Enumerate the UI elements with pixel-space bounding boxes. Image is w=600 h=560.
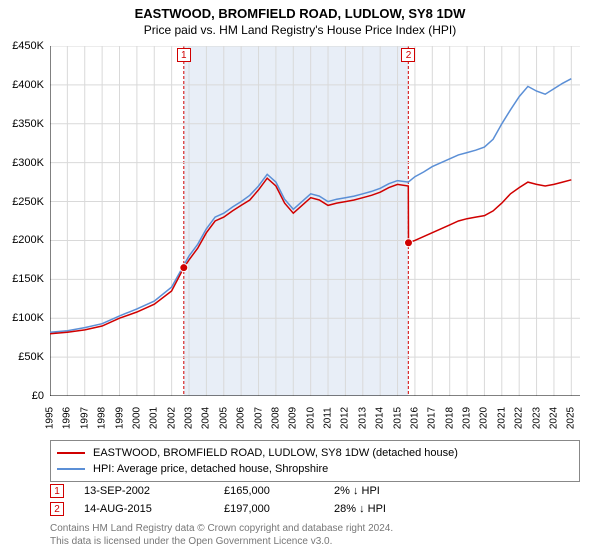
x-tick-label: 2015 <box>392 407 403 429</box>
x-tick-label: 2001 <box>149 407 160 429</box>
x-tick-label: 2018 <box>444 407 455 429</box>
x-tick-label: 2014 <box>375 407 386 429</box>
x-tick-label: 2003 <box>184 407 195 429</box>
x-tick-label: 2013 <box>357 407 368 429</box>
title-block: EASTWOOD, BROMFIELD ROAD, LUDLOW, SY8 1D… <box>0 0 600 37</box>
title-main: EASTWOOD, BROMFIELD ROAD, LUDLOW, SY8 1D… <box>0 6 600 21</box>
sale-row-delta: 2% ↓ HPI <box>334 485 454 497</box>
sale-row-date: 14-AUG-2015 <box>84 503 224 515</box>
legend-swatch <box>57 468 85 470</box>
x-tick-label: 2009 <box>288 407 299 429</box>
x-tick-label: 2005 <box>218 407 229 429</box>
x-tick-label: 2017 <box>427 407 438 429</box>
footer-line1: Contains HM Land Registry data © Crown c… <box>50 522 393 535</box>
legend-item: HPI: Average price, detached house, Shro… <box>57 461 573 477</box>
sale-row-date: 13-SEP-2002 <box>84 485 224 497</box>
x-tick-label: 2000 <box>131 407 142 429</box>
sale-row-badge: 1 <box>50 484 64 498</box>
y-tick-label: £300K <box>12 157 44 169</box>
y-tick-label: £150K <box>12 273 44 285</box>
x-tick-label: 1998 <box>97 407 108 429</box>
x-tick-label: 2025 <box>566 407 577 429</box>
footer: Contains HM Land Registry data © Crown c… <box>50 522 393 548</box>
x-tick-label: 2012 <box>340 407 351 429</box>
x-tick-label: 2002 <box>166 407 177 429</box>
legend-item: EASTWOOD, BROMFIELD ROAD, LUDLOW, SY8 1D… <box>57 445 573 461</box>
legend-label: EASTWOOD, BROMFIELD ROAD, LUDLOW, SY8 1D… <box>93 447 458 459</box>
sale-row: 2 14-AUG-2015£197,00028% ↓ HPI <box>50 500 580 518</box>
sales-table: 1 13-SEP-2002£165,0002% ↓ HPI 2 14-AUG-2015… <box>50 482 580 518</box>
x-tick-label: 1996 <box>62 407 73 429</box>
sale-row-delta: 28% ↓ HPI <box>334 503 454 515</box>
legend: EASTWOOD, BROMFIELD ROAD, LUDLOW, SY8 1D… <box>50 440 580 482</box>
sale-marker-badge: 1 <box>177 48 191 62</box>
x-tick-label: 1999 <box>114 407 125 429</box>
footer-line2: This data is licensed under the Open Gov… <box>50 535 393 548</box>
x-tick-label: 2021 <box>496 407 507 429</box>
x-tick-label: 2010 <box>305 407 316 429</box>
legend-label: HPI: Average price, detached house, Shro… <box>93 463 328 475</box>
legend-swatch <box>57 452 85 454</box>
x-tick-label: 2020 <box>479 407 490 429</box>
sale-row-price: £197,000 <box>224 503 334 515</box>
sale-row-price: £165,000 <box>224 485 334 497</box>
y-tick-label: £450K <box>12 40 44 52</box>
sale-row: 1 13-SEP-2002£165,0002% ↓ HPI <box>50 482 580 500</box>
x-axis: 1995199619971998199920002001200220032004… <box>50 400 580 440</box>
x-tick-label: 2007 <box>253 407 264 429</box>
x-tick-label: 1995 <box>45 407 56 429</box>
x-tick-label: 2019 <box>462 407 473 429</box>
x-tick-label: 1997 <box>79 407 90 429</box>
y-tick-label: £250K <box>12 196 44 208</box>
x-tick-label: 2024 <box>548 407 559 429</box>
chart-container: EASTWOOD, BROMFIELD ROAD, LUDLOW, SY8 1D… <box>0 0 600 560</box>
x-tick-label: 2011 <box>323 407 334 429</box>
sale-row-badge: 2 <box>50 502 64 516</box>
y-tick-label: £0 <box>32 390 44 402</box>
x-tick-label: 2016 <box>409 407 420 429</box>
plot-svg <box>50 46 580 396</box>
x-tick-label: 2008 <box>270 407 281 429</box>
x-tick-label: 2004 <box>201 407 212 429</box>
y-tick-label: £200K <box>12 234 44 246</box>
x-tick-label: 2022 <box>514 407 525 429</box>
title-sub: Price paid vs. HM Land Registry's House … <box>0 23 600 37</box>
sale-marker-badge: 2 <box>401 48 415 62</box>
y-axis: £0£50K£100K£150K£200K£250K£300K£350K£400… <box>0 46 48 396</box>
y-tick-label: £50K <box>18 351 44 363</box>
y-tick-label: £100K <box>12 312 44 324</box>
y-tick-label: £400K <box>12 79 44 91</box>
x-tick-label: 2006 <box>236 407 247 429</box>
y-tick-label: £350K <box>12 118 44 130</box>
plot-area: 12 <box>50 46 580 396</box>
x-tick-label: 2023 <box>531 407 542 429</box>
